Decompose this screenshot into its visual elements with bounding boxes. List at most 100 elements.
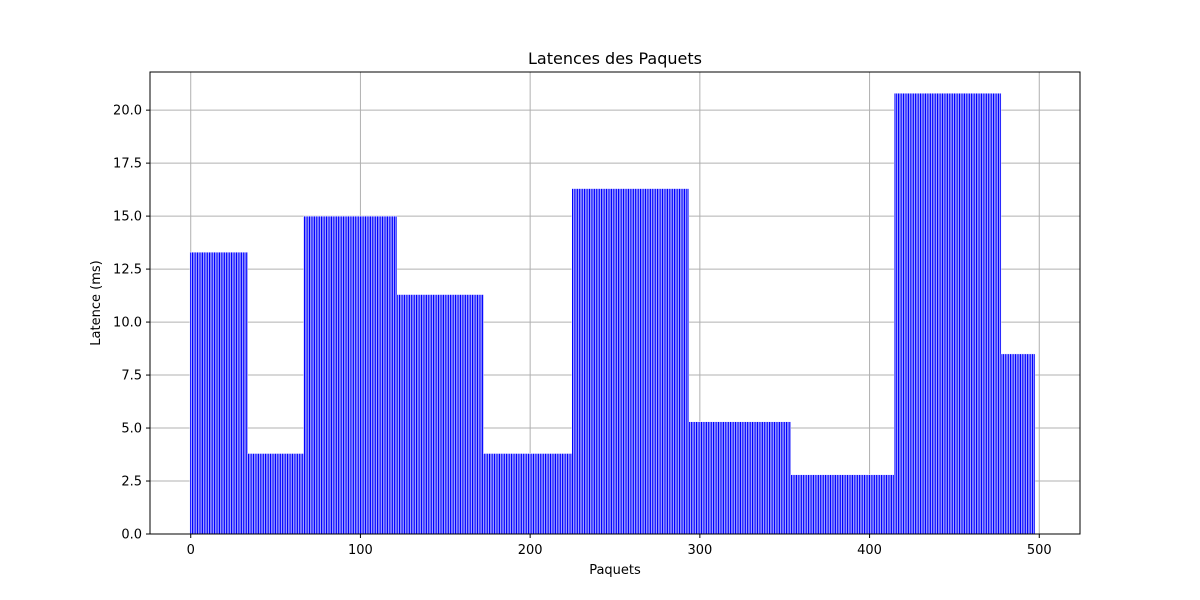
bar — [902, 92, 905, 535]
bar — [1016, 353, 1019, 535]
bar — [761, 421, 764, 535]
bar — [206, 251, 209, 535]
bar — [994, 92, 997, 535]
bar — [715, 421, 718, 535]
bar — [725, 421, 729, 535]
y-tick-label: 10.0 — [113, 316, 142, 331]
y-tick-label: 12.5 — [113, 263, 142, 278]
bar — [595, 188, 598, 535]
bar — [781, 421, 785, 535]
bar — [783, 421, 786, 535]
bar — [566, 453, 569, 535]
bar — [386, 215, 389, 535]
bar — [861, 474, 864, 535]
bar — [403, 294, 406, 535]
bar — [486, 453, 489, 535]
bar — [742, 421, 746, 535]
bar — [1007, 353, 1010, 535]
bar — [944, 92, 948, 535]
bar — [1005, 353, 1009, 535]
bar — [1031, 353, 1034, 535]
bar — [768, 421, 771, 535]
bar — [853, 474, 856, 535]
bar — [819, 474, 822, 535]
bar — [333, 215, 337, 535]
bar — [615, 188, 618, 535]
bar — [430, 294, 433, 535]
y-axis-label: Latence (ms) — [89, 260, 104, 345]
bar — [591, 188, 595, 535]
bar — [1004, 353, 1007, 535]
bar — [401, 294, 404, 535]
bar — [590, 188, 593, 535]
bar — [617, 188, 620, 535]
bar — [1022, 353, 1026, 535]
bar — [201, 251, 204, 535]
bar — [478, 294, 481, 535]
bar — [834, 474, 837, 535]
bar — [702, 421, 705, 535]
bar — [556, 453, 559, 535]
bar — [294, 453, 298, 535]
bar — [905, 92, 908, 535]
bar — [252, 453, 255, 535]
bar — [422, 294, 425, 535]
bar — [322, 215, 325, 535]
bar — [941, 92, 944, 535]
bar — [308, 215, 311, 535]
bar — [729, 421, 732, 535]
bar — [328, 215, 331, 535]
bar — [778, 421, 781, 535]
bar — [759, 421, 763, 535]
bar — [747, 421, 751, 535]
bar — [926, 92, 929, 535]
bar — [975, 92, 978, 535]
bar — [264, 453, 267, 535]
bar — [659, 188, 662, 535]
chart-title: Latences des Paquets — [528, 49, 702, 68]
bar — [293, 453, 296, 535]
bar — [235, 251, 238, 535]
bar — [968, 92, 971, 535]
bar — [586, 188, 589, 535]
bar — [213, 251, 216, 535]
bar — [391, 215, 394, 535]
bar — [627, 188, 630, 535]
bar — [544, 453, 547, 535]
bar — [379, 215, 382, 535]
bar — [955, 92, 958, 535]
bar — [983, 92, 987, 535]
bar — [1017, 353, 1021, 535]
bar — [797, 474, 800, 535]
bar — [573, 188, 576, 535]
x-tick-label: 500 — [1027, 543, 1052, 558]
bar — [381, 215, 384, 535]
bar — [469, 294, 472, 535]
bar — [554, 453, 557, 535]
bar — [571, 188, 574, 535]
bar — [311, 215, 315, 535]
bar — [274, 453, 277, 535]
x-tick-label: 0 — [187, 543, 195, 558]
bar — [232, 251, 235, 535]
bar — [198, 251, 201, 535]
bar — [444, 294, 447, 535]
bar — [191, 251, 194, 535]
bar — [817, 474, 820, 535]
bar — [1026, 353, 1029, 535]
bar — [988, 92, 992, 535]
bar — [215, 251, 218, 535]
bar — [423, 294, 427, 535]
bar — [596, 188, 600, 535]
bar — [522, 453, 525, 535]
bar — [890, 474, 893, 535]
bar — [927, 92, 931, 535]
bar — [503, 453, 506, 535]
bar — [1012, 353, 1015, 535]
bar — [661, 188, 664, 535]
bar — [357, 215, 360, 535]
bar — [245, 251, 248, 535]
bar — [413, 294, 416, 535]
bar — [875, 474, 878, 535]
bar — [892, 474, 895, 535]
